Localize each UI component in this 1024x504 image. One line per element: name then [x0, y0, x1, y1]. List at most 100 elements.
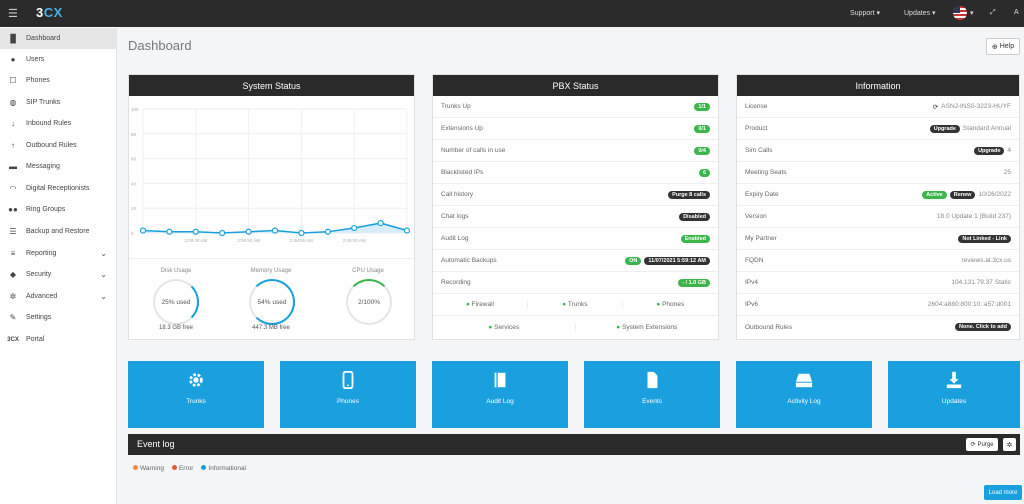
- sidebar-item-phones[interactable]: ☐ Phones: [0, 70, 117, 91]
- phones-status[interactable]: ● Phones: [656, 301, 685, 308]
- data-point: [403, 227, 411, 234]
- logo[interactable]: 3CX: [36, 5, 63, 20]
- sidebar-item-sip-trunks[interactable]: ◍ SIP Trunks: [0, 92, 117, 113]
- check-icon: ●: [465, 301, 470, 308]
- services-status-row-2: ● Services ● System Extensions: [433, 316, 718, 338]
- legend-error[interactable]: Error: [171, 465, 193, 472]
- x-tick-label: 2:08:50 AM: [237, 238, 260, 243]
- extensions-up-badge[interactable]: 0/1: [694, 124, 710, 133]
- sidebar-item-outbound-rules[interactable]: ↑ Outbound Rules: [0, 135, 117, 156]
- load-more-button[interactable]: Load more: [984, 485, 1022, 500]
- x-tick-label: 2:09:00 AM: [343, 238, 366, 243]
- system-chart: 100 80 60 40 20 0 2:08:45 AM 2:08:50 AM 2:08:55 …: [131, 107, 411, 243]
- activity-log-tile[interactable]: Activity Log: [736, 361, 872, 428]
- list-icon: ≡: [10, 249, 16, 258]
- sidebar-item-security[interactable]: ◆ Security ⌄: [0, 264, 117, 285]
- trunks-up-badge[interactable]: 1/1: [694, 102, 710, 111]
- user-menu[interactable]: A: [1014, 9, 1019, 16]
- sidebar-item-dashboard[interactable]: ▐▌ Dashboard: [0, 28, 117, 49]
- drive-icon: [736, 371, 872, 391]
- sidebar-item-users[interactable]: ● Users: [0, 49, 117, 70]
- sidebar-item-backup-restore[interactable]: ☰ Backup and Restore: [0, 221, 117, 242]
- legend-informational[interactable]: Informational: [201, 465, 246, 472]
- upgrade-sim-button[interactable]: Upgrade: [974, 146, 1005, 155]
- firewall-status[interactable]: ● Firewall: [433, 301, 528, 308]
- automatic-backups-row: Automatic Backups ON 11/07/2021 5:59:12 AM: [433, 250, 718, 272]
- top-bar: ☰ 3CX Support ▾ Updates ▾ ▾ ⤢ A: [0, 0, 1024, 27]
- services-status[interactable]: ● Services: [433, 323, 576, 331]
- legend-warning[interactable]: Warning: [133, 465, 164, 472]
- sidebar-item-ring-groups[interactable]: ●● Ring Groups: [0, 199, 117, 220]
- y-tick-label: 80: [131, 132, 137, 137]
- group-icon: ●●: [8, 205, 18, 214]
- help-icon: ⊕: [991, 43, 998, 51]
- event-log-header: Event log: [128, 434, 1020, 455]
- add-outbound-rule-button[interactable]: None. Click to add: [955, 323, 1011, 331]
- check-icon: ●: [616, 323, 621, 331]
- meeting-seats-row: Meeting Seats 25: [737, 162, 1019, 184]
- download-icon: [888, 371, 1020, 391]
- backups-date-badge[interactable]: 11/07/2021 5:59:12 AM: [644, 256, 710, 265]
- my-partner-row: My Partner Not Linked - Link: [737, 228, 1019, 250]
- ipv6-row: IPv6 2604:a880:800:10::a57:d001: [737, 294, 1019, 316]
- data-point: [324, 228, 331, 235]
- sidebar-item-portal[interactable]: 3CX Portal: [0, 329, 117, 350]
- blacklist-badge[interactable]: 6: [698, 168, 710, 177]
- sidebar-item-inbound-rules[interactable]: ↓ Inbound Rules: [0, 113, 117, 134]
- fullscreen-icon[interactable]: ⤢: [990, 9, 996, 16]
- events-tile[interactable]: Events: [584, 361, 720, 428]
- upgrade-product-button[interactable]: Upgrade: [929, 124, 960, 133]
- disk-gauge: 25% used: [153, 279, 199, 325]
- license-row: License ⟳ ASNJ-INS0-3223-HUYF: [737, 96, 1019, 118]
- language-caret-icon[interactable]: ▾: [970, 10, 974, 17]
- sidebar-item-digital-receptionists[interactable]: ◠ Digital Receptionists: [0, 178, 117, 199]
- updates-tile[interactable]: Updates: [888, 361, 1020, 428]
- chevron-down-icon: ⌄: [100, 292, 107, 301]
- sidebar-item-advanced[interactable]: ✲ Advanced ⌄: [0, 286, 117, 307]
- cpu-gauge: 2/100%: [346, 279, 392, 325]
- sidebar-item-reporting[interactable]: ≡ Reporting ⌄: [0, 243, 117, 264]
- chat-logs-row: Chat logs Disabled: [433, 206, 718, 228]
- error-dot-icon: [171, 465, 177, 470]
- backups-on-badge[interactable]: ON: [625, 256, 642, 265]
- language-flag-icon[interactable]: [953, 6, 967, 20]
- trunks-status[interactable]: ● Trunks: [528, 301, 623, 308]
- settings-gear-button[interactable]: ✲: [1003, 438, 1016, 451]
- backup-icon: ☰: [9, 227, 17, 236]
- audit-log-tile[interactable]: Audit Log: [432, 361, 568, 428]
- recording-badge[interactable]: - / 1.0 GB: [678, 278, 710, 287]
- sidebar-item-messaging[interactable]: ▬ Messaging: [0, 156, 117, 177]
- system-status-panel: System Status 100 80 60 40 20 0 2:08:45 AM 2:08…: [128, 74, 415, 340]
- purge-calls-button[interactable]: Purge 8 calls: [668, 190, 710, 199]
- mobile-icon: [280, 371, 416, 391]
- help-button[interactable]: ⊕ Help: [986, 38, 1020, 55]
- panel-title: Information: [737, 75, 1019, 96]
- renew-button[interactable]: Renew: [949, 190, 976, 199]
- purge-button[interactable]: ⟳ Purge: [966, 438, 998, 451]
- document-icon: [584, 371, 720, 391]
- phone-icon: ☐: [9, 76, 17, 85]
- support-menu[interactable]: Support ▾: [850, 10, 880, 17]
- link-partner-button[interactable]: Not Linked - Link: [958, 234, 1011, 243]
- calls-badge[interactable]: 0/4: [694, 146, 710, 155]
- blacklisted-ips-row: Blacklisted IPs 6: [433, 162, 718, 184]
- menu-icon[interactable]: ☰: [8, 8, 18, 20]
- sidebar: ▐▌ Dashboard ● Users ☐ Phones ◍ SIP Trunks ↓…: [0, 27, 117, 504]
- globe-icon: ◍: [9, 98, 17, 107]
- call-history-row: Call history Purge 8 calls: [433, 184, 718, 206]
- updates-menu[interactable]: Updates ▾: [904, 10, 936, 17]
- system-extensions-status[interactable]: ● System Extensions: [616, 323, 678, 331]
- chat-logs-badge[interactable]: Disabled: [679, 212, 710, 221]
- info-dot-icon: [201, 465, 207, 470]
- audit-log-badge[interactable]: Enabled: [680, 234, 710, 243]
- refresh-icon[interactable]: ⟳: [932, 103, 939, 111]
- phones-tile[interactable]: Phones: [280, 361, 416, 428]
- expiry-date-row: Expiry Date Active Renew 10/26/2022: [737, 184, 1019, 206]
- sidebar-item-settings[interactable]: ✎ Settings: [0, 307, 117, 328]
- panel-title: PBX Status: [433, 75, 718, 96]
- active-badge: Active: [922, 190, 947, 199]
- trunks-tile[interactable]: Trunks: [128, 361, 264, 428]
- chevron-down-icon: ⌄: [100, 249, 107, 258]
- sim-calls-row: Sim Calls Upgrade 4: [737, 140, 1019, 162]
- book-icon: [432, 371, 568, 391]
